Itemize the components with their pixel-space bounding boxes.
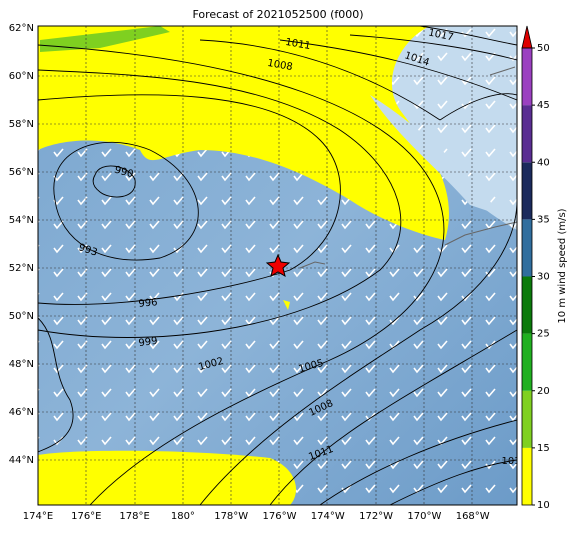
colorbar-segment bbox=[522, 219, 532, 277]
colorbar-tick-label: 50 bbox=[537, 43, 550, 54]
colorbar: 10 15 20 25 30 35 40 45 50 bbox=[521, 25, 550, 511]
colorbar-segment bbox=[522, 390, 532, 448]
lat-labels: 62°N 60°N 58°N 56°N 54°N 52°N 50°N 48°N 46°N 44°N bbox=[9, 23, 34, 466]
colorbar-segment bbox=[522, 48, 532, 106]
light-region bbox=[370, 95, 500, 215]
colorbar-tick-label: 45 bbox=[537, 100, 550, 111]
colorbar-tick-label: 25 bbox=[537, 329, 550, 340]
contour-label: 999 bbox=[138, 336, 158, 350]
lat-label: 44°N bbox=[9, 455, 34, 466]
lon-label: 176°W bbox=[263, 511, 297, 522]
colorbar-label: 10 m wind speed (m/s) bbox=[557, 208, 568, 323]
contour-label: 1017 bbox=[427, 27, 454, 43]
colorbar-tick-label: 15 bbox=[537, 443, 550, 454]
lat-label: 46°N bbox=[9, 407, 34, 418]
colorbar-tick-label: 40 bbox=[537, 157, 550, 168]
lat-label: 54°N bbox=[9, 215, 34, 226]
lat-label: 56°N bbox=[9, 167, 34, 178]
lon-label: 174°W bbox=[311, 511, 345, 522]
lon-label: 178°E bbox=[119, 511, 149, 522]
coastline bbox=[299, 66, 517, 269]
colorbar-tick-label: 35 bbox=[537, 214, 550, 225]
colorbar-tick-label: 10 bbox=[537, 500, 550, 511]
contour-label: 101 bbox=[501, 456, 520, 467]
lat-label: 60°N bbox=[9, 71, 34, 82]
lon-label: 180° bbox=[171, 511, 195, 522]
lon-label: 170°W bbox=[407, 511, 441, 522]
lon-label: 174°E bbox=[23, 511, 53, 522]
lon-label: 178°W bbox=[214, 511, 248, 522]
location-marker bbox=[265, 253, 291, 278]
wind-region bbox=[38, 26, 449, 240]
map-frame bbox=[37, 25, 518, 506]
lat-label: 50°N bbox=[9, 311, 34, 322]
lon-label: 176°E bbox=[71, 511, 101, 522]
title: Forecast of 2021052500 (f000) bbox=[192, 8, 363, 21]
colorbar-segment bbox=[522, 162, 532, 220]
contour-label: 1011 bbox=[284, 37, 311, 52]
wind-region bbox=[283, 300, 290, 310]
colorbar-segment bbox=[522, 276, 532, 334]
colorbar-tick-label: 20 bbox=[537, 386, 550, 397]
lat-label: 48°N bbox=[9, 359, 34, 370]
colorbar-extend bbox=[521, 25, 533, 49]
wind-region bbox=[38, 450, 296, 505]
lat-label: 58°N bbox=[9, 119, 34, 130]
colorbar-segment bbox=[522, 105, 532, 163]
colorbar-segment bbox=[522, 447, 532, 505]
contour-label: 996 bbox=[138, 297, 158, 310]
lat-label: 62°N bbox=[9, 23, 34, 34]
colorbar-segment bbox=[522, 333, 532, 391]
lat-label: 52°N bbox=[9, 263, 34, 274]
wind-region bbox=[40, 26, 170, 52]
colorbar-tick-label: 30 bbox=[537, 272, 550, 283]
lon-labels: 174°E 176°E 178°E 180° 178°W 176°W 174°W 172°W 1… bbox=[23, 511, 490, 522]
lon-label: 168°W bbox=[456, 511, 490, 522]
isobars bbox=[38, 26, 517, 505]
contour-label: 1008 bbox=[266, 58, 293, 73]
lon-label: 172°W bbox=[359, 511, 393, 522]
contour-label: 990 bbox=[113, 165, 134, 181]
